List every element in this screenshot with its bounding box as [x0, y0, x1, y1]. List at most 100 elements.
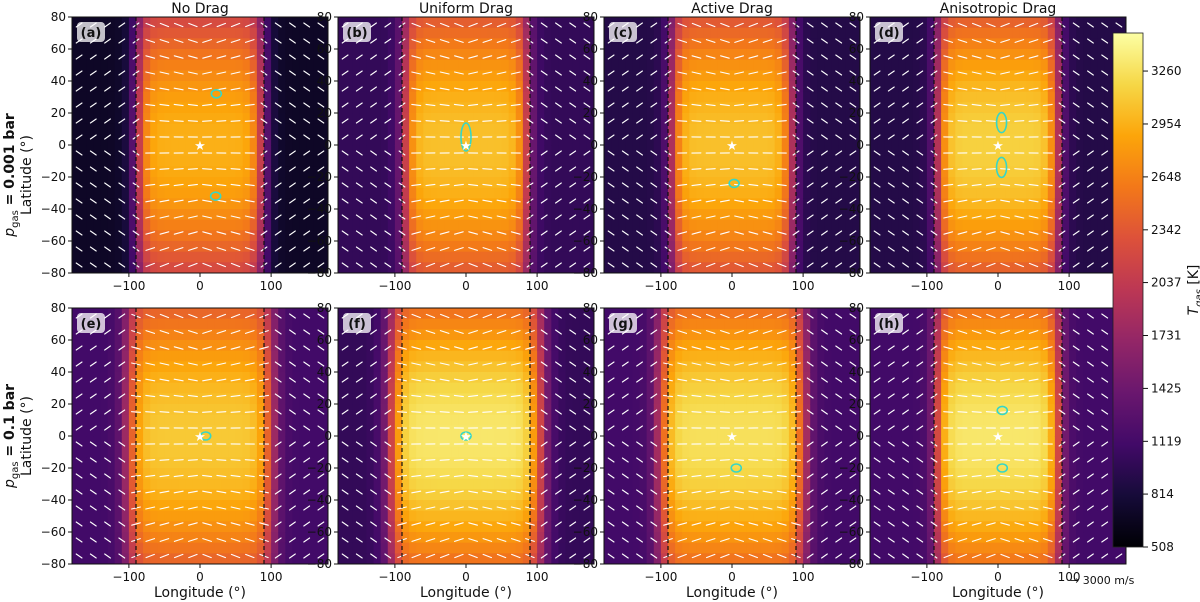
temperature-cell: [817, 166, 826, 178]
temperature-cell: [164, 166, 173, 178]
temperature-cell: [746, 166, 754, 178]
temperature-cell: [72, 521, 80, 533]
temperature-cell: [437, 102, 446, 114]
temperature-cell: [480, 209, 488, 221]
temperature-cell: [724, 134, 733, 146]
temperature-cell: [870, 187, 878, 199]
temperature-cell: [976, 17, 985, 29]
temperature-cell: [1040, 81, 1049, 93]
temperature-cell: [93, 436, 102, 448]
temperature-cell: [402, 70, 410, 82]
temperature-cell: [394, 70, 403, 82]
temperature-cell: [1005, 155, 1013, 167]
temperature-cell: [810, 17, 818, 29]
temperature-cell: [380, 251, 389, 263]
temperature-cell: [604, 251, 612, 263]
temperature-cell: [451, 113, 460, 125]
temperature-cell: [689, 123, 698, 135]
wind-arrow: [806, 70, 814, 76]
temperature-cell: [579, 251, 588, 263]
temperature-cell: [380, 219, 389, 231]
temperature-cell: [171, 251, 180, 263]
wind-arrow: [734, 231, 744, 235]
wind-arrow: [887, 214, 895, 220]
temperature-cell: [299, 177, 308, 189]
temperature-cell: [409, 155, 417, 167]
temperature-cell: [107, 219, 116, 231]
temperature-cell: [157, 38, 166, 50]
temperature-cell: [164, 70, 173, 82]
wind-arrow: [496, 231, 507, 235]
wind-arrow: [971, 87, 982, 91]
temperature-cell: [611, 102, 619, 114]
wind-arrow: [187, 183, 198, 187]
temperature-cell: [107, 372, 116, 384]
temperature-cell: [611, 70, 619, 82]
temperature-cell: [313, 251, 322, 263]
temperature-cell: [675, 49, 683, 61]
temperature-cell: [877, 70, 885, 82]
temperature-cell: [948, 49, 956, 61]
wind-arrow: [132, 166, 140, 172]
temperature-cell: [121, 134, 130, 146]
temperature-cell: [171, 145, 180, 157]
temperature-cell: [1083, 113, 1092, 125]
temperature-cell: [941, 102, 949, 114]
wind-arrow: [1087, 214, 1094, 220]
temperature-cell: [128, 187, 137, 199]
temperature-cell: [157, 251, 166, 263]
temperature-cell: [256, 134, 265, 146]
wind-arrow: [806, 102, 814, 108]
temperature-cell: [891, 166, 900, 178]
temperature-cell: [586, 38, 594, 50]
substellar-star-icon: ★: [726, 139, 738, 154]
temperature-cell: [926, 113, 935, 125]
wind-arrow: [202, 262, 212, 268]
temperature-cell: [72, 361, 80, 373]
temperature-cell: [948, 230, 956, 242]
wind-arrow: [540, 166, 548, 172]
temperature-cell: [710, 166, 719, 178]
wind-arrow: [821, 134, 828, 140]
temperature-cell: [121, 553, 130, 564]
substellar-star-icon: ★: [460, 139, 472, 154]
temperature-cell: [466, 145, 474, 157]
temperature-cell: [72, 219, 80, 231]
temperature-cell: [466, 209, 474, 221]
temperature-cell: [962, 262, 971, 273]
temperature-cell: [618, 251, 626, 263]
wind-arrow: [1000, 87, 1011, 91]
temperature-cell: [515, 70, 524, 82]
temperature-cell: [1040, 230, 1049, 242]
temperature-cell: [352, 134, 360, 146]
temperature-cell: [473, 187, 481, 199]
wind-arrow: [902, 214, 909, 220]
temperature-cell: [611, 177, 619, 189]
temperature-cell: [79, 553, 87, 564]
temperature-cell: [171, 198, 180, 210]
temperature-cell: [530, 134, 538, 146]
temperature-cell: [480, 198, 488, 210]
temperature-cell: [760, 145, 769, 157]
wind-arrow: [1042, 199, 1053, 203]
temperature-cell: [955, 198, 964, 210]
wind-arrow: [734, 215, 745, 219]
temperature-cell: [1104, 70, 1113, 82]
temperature-cell: [618, 113, 626, 125]
temperature-cell: [934, 230, 942, 242]
temperature-cell: [264, 251, 272, 263]
temperature-cell: [522, 209, 531, 221]
temperature-cell: [611, 251, 619, 263]
temperature-cell: [739, 59, 747, 71]
wind-arrow: [145, 120, 156, 122]
temperature-cell: [345, 166, 353, 178]
temperature-cell: [1083, 134, 1092, 146]
temperature-cell: [451, 123, 460, 135]
temperature-cell: [387, 230, 396, 242]
temperature-cell: [724, 91, 733, 103]
temperature-cell: [508, 230, 517, 242]
temperature-cell: [586, 177, 594, 189]
wind-arrow: [341, 54, 349, 60]
temperature-cell: [969, 177, 978, 189]
temperature-cell: [998, 17, 1006, 29]
